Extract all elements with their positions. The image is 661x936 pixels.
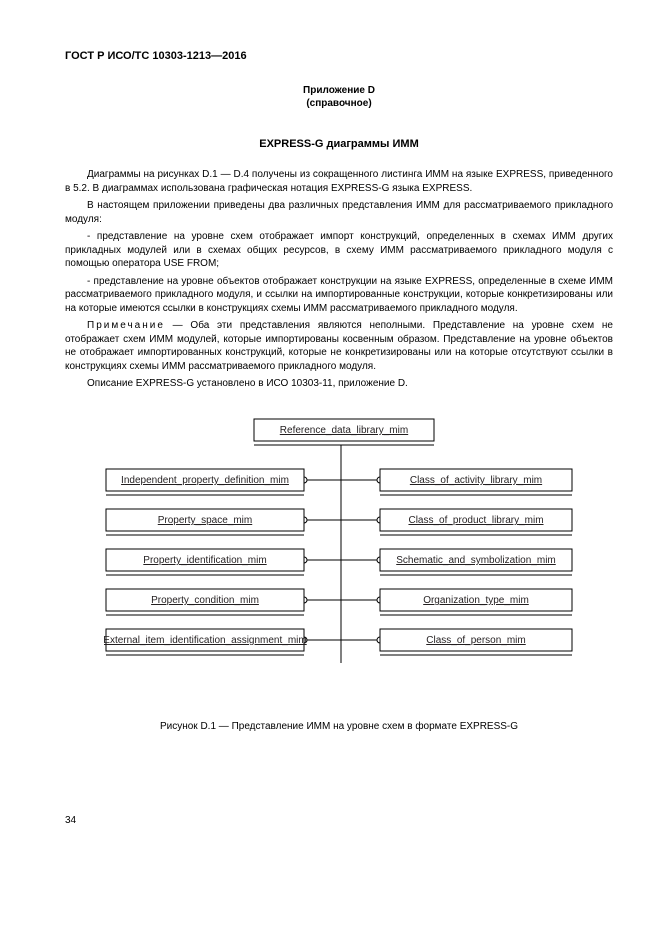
figure-d1: Reference_data_library_mim Independent_pr… — [65, 411, 613, 732]
svg-text:Schematic_and_symbolization_mi: Schematic_and_symbolization_mim — [396, 555, 556, 566]
paragraph: Описание EXPRESS-G установлено в ИСО 103… — [65, 377, 613, 391]
svg-text:Independent_property_definitio: Independent_property_definition_mim — [121, 475, 289, 486]
page-number: 34 — [65, 815, 76, 826]
svg-text:Property_identification_mim: Property_identification_mim — [143, 555, 266, 566]
figure-caption: Рисунок D.1 — Представление ИММ на уровн… — [65, 721, 613, 732]
document-id: ГОСТ Р ИСО/ТС 10303-1213—2016 — [65, 50, 613, 62]
diagram-svg: Reference_data_library_mim Independent_pr… — [104, 411, 574, 711]
annex-title: EXPRESS-G диаграммы ИММ — [65, 138, 613, 150]
note-label: Примечание — [87, 320, 165, 331]
svg-text:Property_condition_mim: Property_condition_mim — [151, 595, 259, 606]
svg-text:External_item_identification_a: External_item_identification_assignment_… — [104, 635, 307, 646]
svg-text:Organization_type_mim: Organization_type_mim — [423, 595, 529, 606]
svg-text:Reference_data_library_mim: Reference_data_library_mim — [280, 425, 408, 436]
annex-label: Приложение D — [65, 84, 613, 97]
paragraph: В настоящем приложении приведены два раз… — [65, 199, 613, 226]
note: Примечание — Оба эти представления являю… — [65, 319, 613, 373]
list-item: - представление на уровне объектов отобр… — [65, 275, 613, 316]
svg-text:Class_of_person_mim: Class_of_person_mim — [426, 635, 526, 646]
list-item: - представление на уровне схем отображае… — [65, 230, 613, 271]
annex-heading: Приложение D (справочное) — [65, 84, 613, 110]
svg-text:Property_space_mim: Property_space_mim — [158, 515, 252, 526]
annex-reference: (справочное) — [65, 97, 613, 110]
paragraph: Диаграммы на рисунках D.1 — D.4 получены… — [65, 168, 613, 195]
svg-text:Class_of_activity_library_mim: Class_of_activity_library_mim — [410, 475, 542, 486]
svg-text:Class_of_product_library_mim: Class_of_product_library_mim — [408, 515, 543, 526]
